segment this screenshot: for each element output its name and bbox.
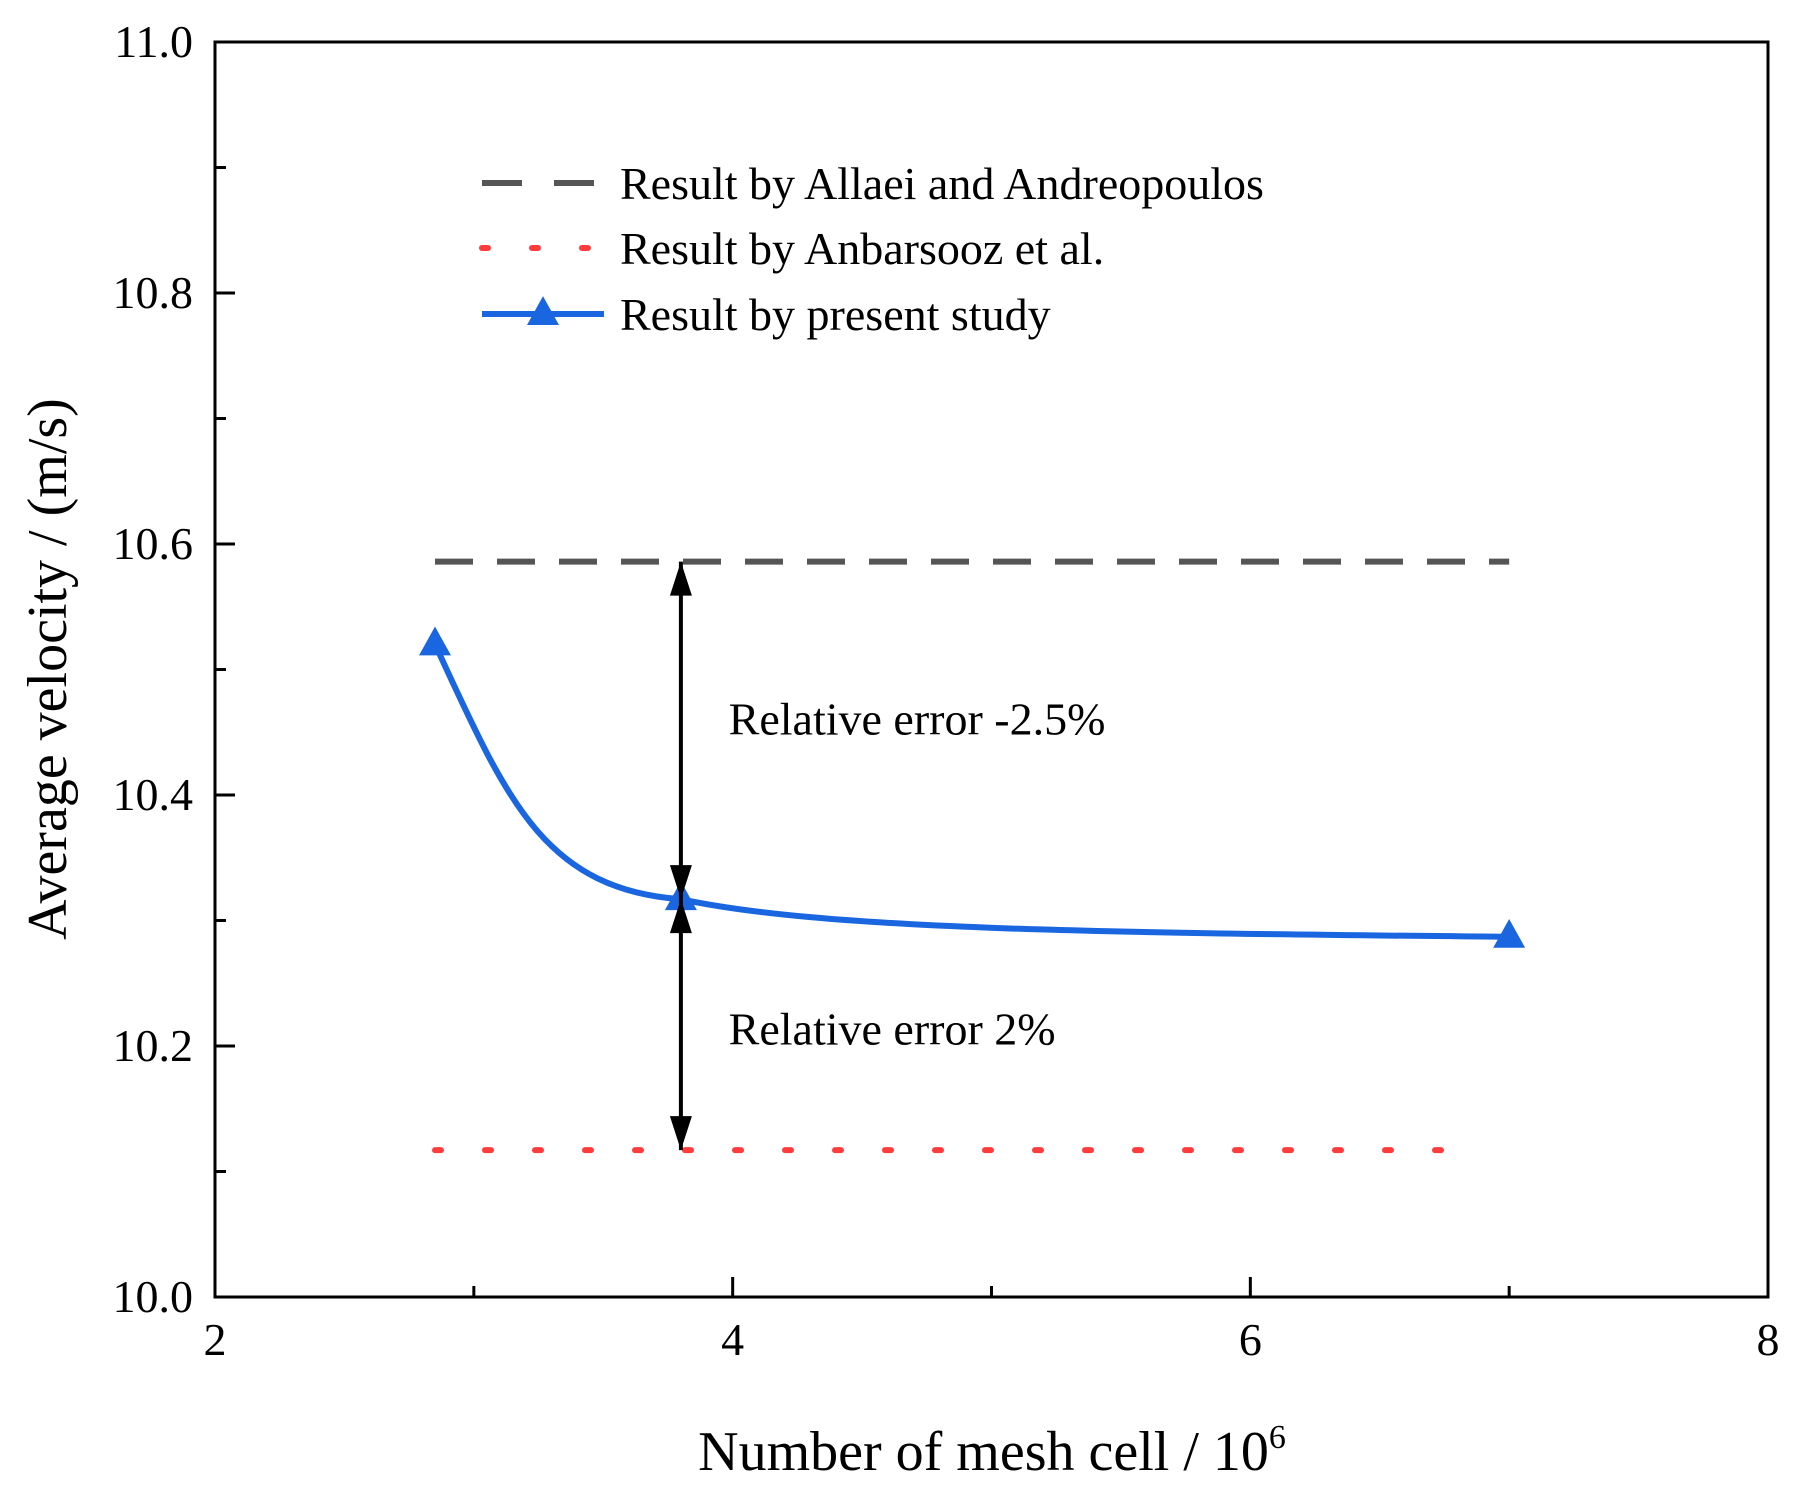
legend-label: Result by Allaei and Andreopoulos — [620, 158, 1264, 209]
y-tick-label: 10.0 — [113, 1271, 194, 1322]
legend-marker — [527, 296, 559, 325]
series-layer — [419, 558, 1526, 1154]
x-axis-title-superscript: 6 — [1269, 1419, 1286, 1456]
y-tick-label: 10.4 — [113, 769, 194, 820]
annotation-layer: Relative error -2.5% Relative error 2% — [729, 694, 1106, 1055]
annotation-label: Relative error -2.5% — [729, 694, 1106, 745]
arrow-layer — [669, 561, 692, 1151]
y-axis-title: Average velocity / (m/s) — [17, 398, 79, 940]
x-tick-label: 8 — [1757, 1314, 1780, 1365]
y-tick-label: 11.0 — [114, 16, 193, 67]
y-axis-ticks: 10.0 10.2 10.4 10.6 10.8 11.0 — [113, 16, 235, 1322]
error-arrow-head — [669, 1116, 692, 1151]
series-point-marker — [1493, 918, 1526, 948]
x-axis-title-text: Number of mesh cell / 10 — [698, 1421, 1269, 1483]
series-line-2 — [432, 643, 1510, 940]
y-tick-label: 10.8 — [113, 267, 194, 318]
series-point-marker — [419, 626, 452, 656]
x-tick-label: 4 — [721, 1314, 744, 1365]
legend-label: Result by present study — [620, 289, 1051, 340]
annotation-label: Relative error 2% — [729, 1004, 1056, 1055]
y-tick-label: 10.2 — [113, 1020, 194, 1071]
legend-label: Result by Anbarsooz et al. — [620, 223, 1104, 274]
y-tick-label: 10.6 — [113, 518, 194, 569]
x-tick-label: 2 — [204, 1314, 227, 1365]
x-axis-title: Number of mesh cell / 106 — [698, 1419, 1286, 1483]
x-tick-label: 6 — [1239, 1314, 1262, 1365]
legend: Result by Allaei and Andreopoulos Result … — [479, 158, 1264, 340]
error-arrow-head — [669, 561, 692, 596]
error-arrow-tail-head — [669, 899, 692, 934]
error-arrow-tail-head — [669, 865, 692, 900]
x-axis-ticks: 2 4 6 8 — [204, 1277, 1780, 1365]
